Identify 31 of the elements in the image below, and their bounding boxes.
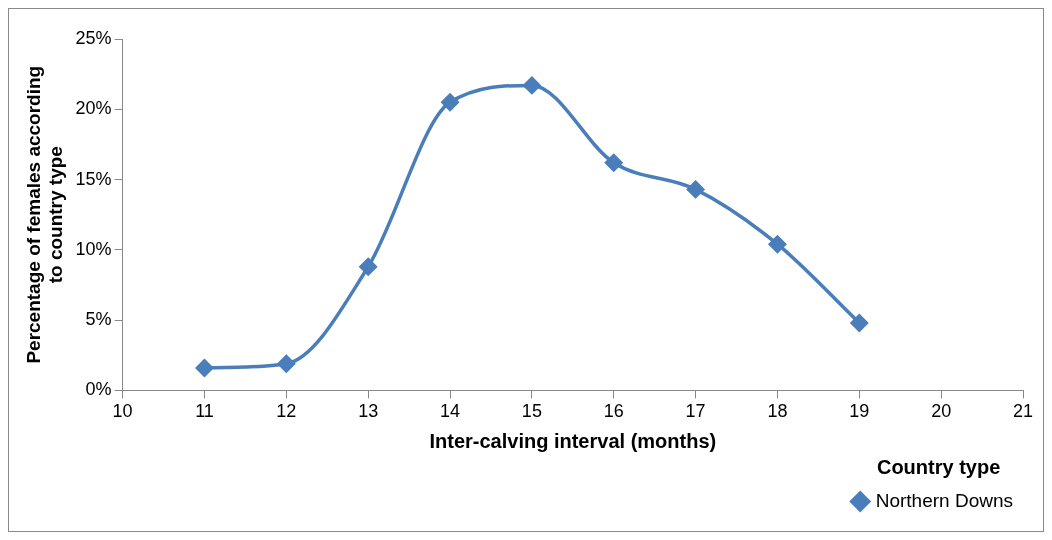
x-tick-label: 12 — [276, 401, 297, 422]
y-tick-label: 5% — [85, 309, 112, 330]
point — [441, 93, 459, 111]
point — [850, 314, 869, 332]
y-tick-label: 25% — [75, 27, 112, 48]
x-tick-label: 19 — [849, 401, 870, 422]
x-tick-label: 13 — [358, 401, 379, 422]
legend-title: Country type — [876, 455, 1001, 478]
y-tick-label: 0% — [85, 379, 112, 400]
point — [604, 153, 623, 172]
x-tick-label: 11 — [195, 401, 214, 422]
legend-label: Northern Downs — [875, 489, 1013, 511]
y-axis-title: Percentage of females according to country type — [22, 65, 67, 364]
x-tick-label: 15 — [521, 401, 542, 422]
x-tick-label: 17 — [685, 401, 706, 422]
x-tick-label: 18 — [767, 401, 788, 422]
x-tick-label: 14 — [440, 401, 461, 422]
x-tick-label: 21 — [1012, 401, 1034, 422]
x-tick-label: 16 — [603, 401, 624, 422]
y-tick-label: 15% — [75, 168, 112, 189]
x-tick-label: 20 — [931, 401, 952, 422]
x-axis-title: Inter-calving interval (months) — [429, 429, 717, 452]
x-tick-label: 10 — [112, 401, 133, 422]
y-tick-label: 20% — [75, 98, 112, 119]
point — [195, 359, 214, 377]
point — [359, 257, 377, 276]
point — [768, 235, 787, 253]
point — [277, 354, 296, 373]
y-tick-label: 10% — [75, 238, 112, 259]
point — [523, 76, 541, 95]
point — [686, 180, 705, 199]
